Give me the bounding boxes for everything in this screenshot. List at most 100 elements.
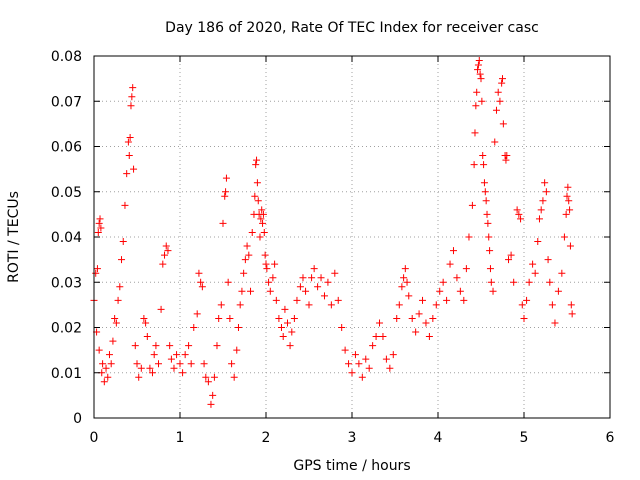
data-point [544,256,552,264]
x-tick-label: 3 [348,430,357,446]
data-point [483,210,491,218]
y-axis-label: ROTI / TECUs [6,191,22,283]
data-point [247,287,255,295]
data-point [568,310,576,318]
data-point [129,84,137,92]
y-tick-label: 0.02 [51,321,82,337]
data-point [389,351,397,359]
data-point [251,192,259,200]
data-point [465,233,473,241]
data-point [486,247,494,255]
data-point [531,269,539,277]
data-point [124,138,132,146]
data-point [365,364,373,372]
data-point [213,342,221,350]
data-point [173,351,181,359]
data-point [193,310,201,318]
data-point [515,210,523,218]
data-point [341,346,349,354]
data-point [474,61,482,69]
data-point [564,183,572,191]
data-point [200,360,208,368]
data-point [405,292,413,300]
data-point [562,210,570,218]
data-point [107,360,115,368]
data-point [422,319,430,327]
data-point [222,174,230,182]
data-point [472,102,480,110]
data-point [146,364,154,372]
data-point [475,57,483,65]
data-point [95,219,103,227]
data-point [99,360,107,368]
data-point [473,88,481,96]
data-point [471,129,479,137]
data-point [523,296,531,304]
data-point [481,188,489,196]
data-point [254,197,262,205]
data-point [382,355,390,363]
data-point [234,324,242,331]
data-point [302,287,310,295]
data-point [525,278,533,286]
data-point [480,161,488,169]
data-point [259,219,267,227]
data-point [243,242,251,250]
data-point [288,328,296,336]
data-point [224,278,232,286]
data-point [228,360,236,368]
data-point [419,296,427,304]
data-point [241,256,249,264]
data-point [102,364,110,372]
y-tick-label: 0.03 [51,275,82,291]
data-point [179,369,187,377]
data-point [369,342,377,350]
x-axis-label: GPS time / hours [293,458,410,474]
data-point [449,247,457,255]
data-point [159,260,167,268]
data-point [479,152,487,160]
data-point [275,314,283,322]
data-point [412,328,420,336]
data-point [209,391,217,399]
data-point [517,215,525,223]
data-point [286,342,294,350]
data-point [489,287,497,295]
x-tick-label: 4 [434,430,443,446]
data-point [119,238,127,246]
y-tick-label: 0 [73,411,82,427]
data-point [305,301,313,309]
data-point [185,342,193,350]
data-point [161,251,169,259]
data-point [111,314,119,322]
data-point [130,165,138,173]
data-point [462,265,470,273]
y-tick-label: 0.05 [51,185,82,201]
data-point [221,192,229,200]
data-point [507,251,515,259]
data-point [446,260,454,268]
data-point [415,310,423,318]
data-point [252,161,260,169]
data-point [460,296,468,304]
data-point [96,215,104,223]
data-point [269,274,277,282]
data-point [296,283,304,291]
data-point [240,269,248,277]
data-point [400,274,408,282]
data-point [152,342,160,350]
data-point [226,314,234,322]
y-tick-label: 0.06 [51,140,82,156]
data-point [133,360,141,368]
data-point [334,296,342,304]
data-point [125,152,133,160]
data-point [478,97,486,105]
data-point [567,301,575,309]
data-point [566,206,574,214]
data-point [314,283,322,291]
data-point [379,333,387,341]
data-point [290,314,298,322]
data-point [260,228,268,236]
data-point [485,233,493,241]
data-point [279,333,287,341]
